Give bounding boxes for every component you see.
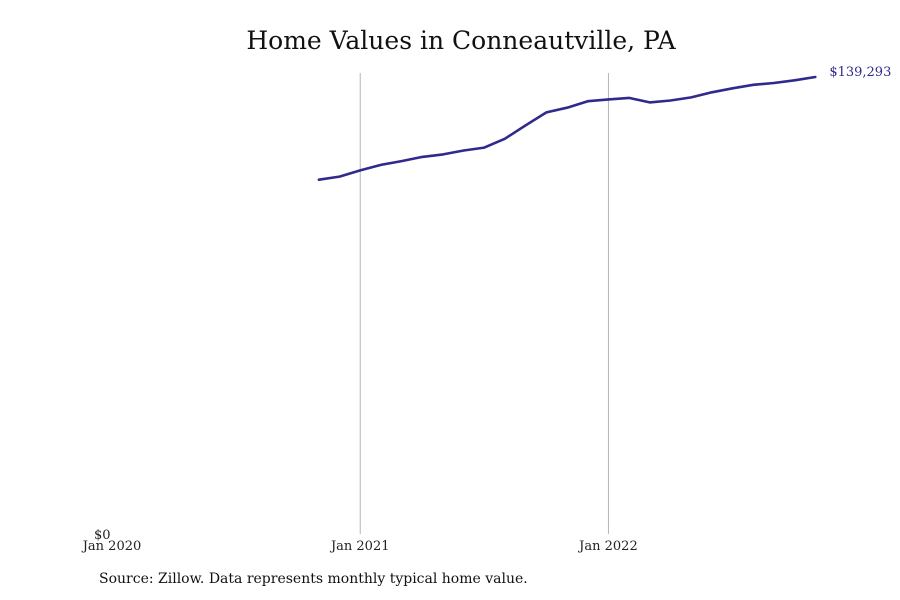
y-tick-label-zero: $0 [94,528,111,543]
data-point-2022-04 [669,99,672,102]
data-point-2022-01 [607,98,610,101]
data-point-2022-07 [731,87,734,90]
data-point-2022-11 [814,76,817,78]
x-tick-label-2020: Jan 2020 [81,539,142,554]
data-point-2021-05 [442,153,444,156]
data-point-2022-09 [773,82,775,84]
series-layer: $139,293 [317,65,891,181]
series-line [317,75,817,181]
data-point-2022-10 [793,79,796,82]
data-point-2021-07 [483,146,486,149]
data-point-2021-06 [462,149,465,152]
data-point-2021-02 [380,164,382,166]
axis-ticks: Jan 2020 Jan 2021 Jan 2022 $0 [81,528,638,554]
data-point-2021-09 [524,124,527,127]
x-tick-label-2021: Jan 2021 [329,539,390,554]
data-point-2022-03 [649,101,651,104]
data-point-2020-11 [318,178,320,181]
chart-title: Home Values in Conneautville, PA [246,26,676,55]
data-point-2022-05 [690,96,692,99]
gridlines [359,73,609,534]
data-point-2021-03 [400,160,403,162]
x-tick-label-2022: Jan 2022 [577,539,638,554]
data-point-2021-12 [587,100,589,102]
data-point-2021-01 [359,169,362,172]
data-point-2022-02 [628,97,630,99]
data-point-2021-11 [566,106,568,109]
data-point-2021-10 [545,111,548,114]
data-point-2020-12 [338,175,341,178]
data-point-2022-08 [752,84,755,86]
data-point-2022-06 [711,91,713,94]
data-point-2021-08 [504,137,506,140]
data-point-2021-04 [421,156,424,158]
chart-source: Source: Zillow. Data represents monthly … [99,571,528,587]
end-value-label: $139,293 [829,65,891,80]
